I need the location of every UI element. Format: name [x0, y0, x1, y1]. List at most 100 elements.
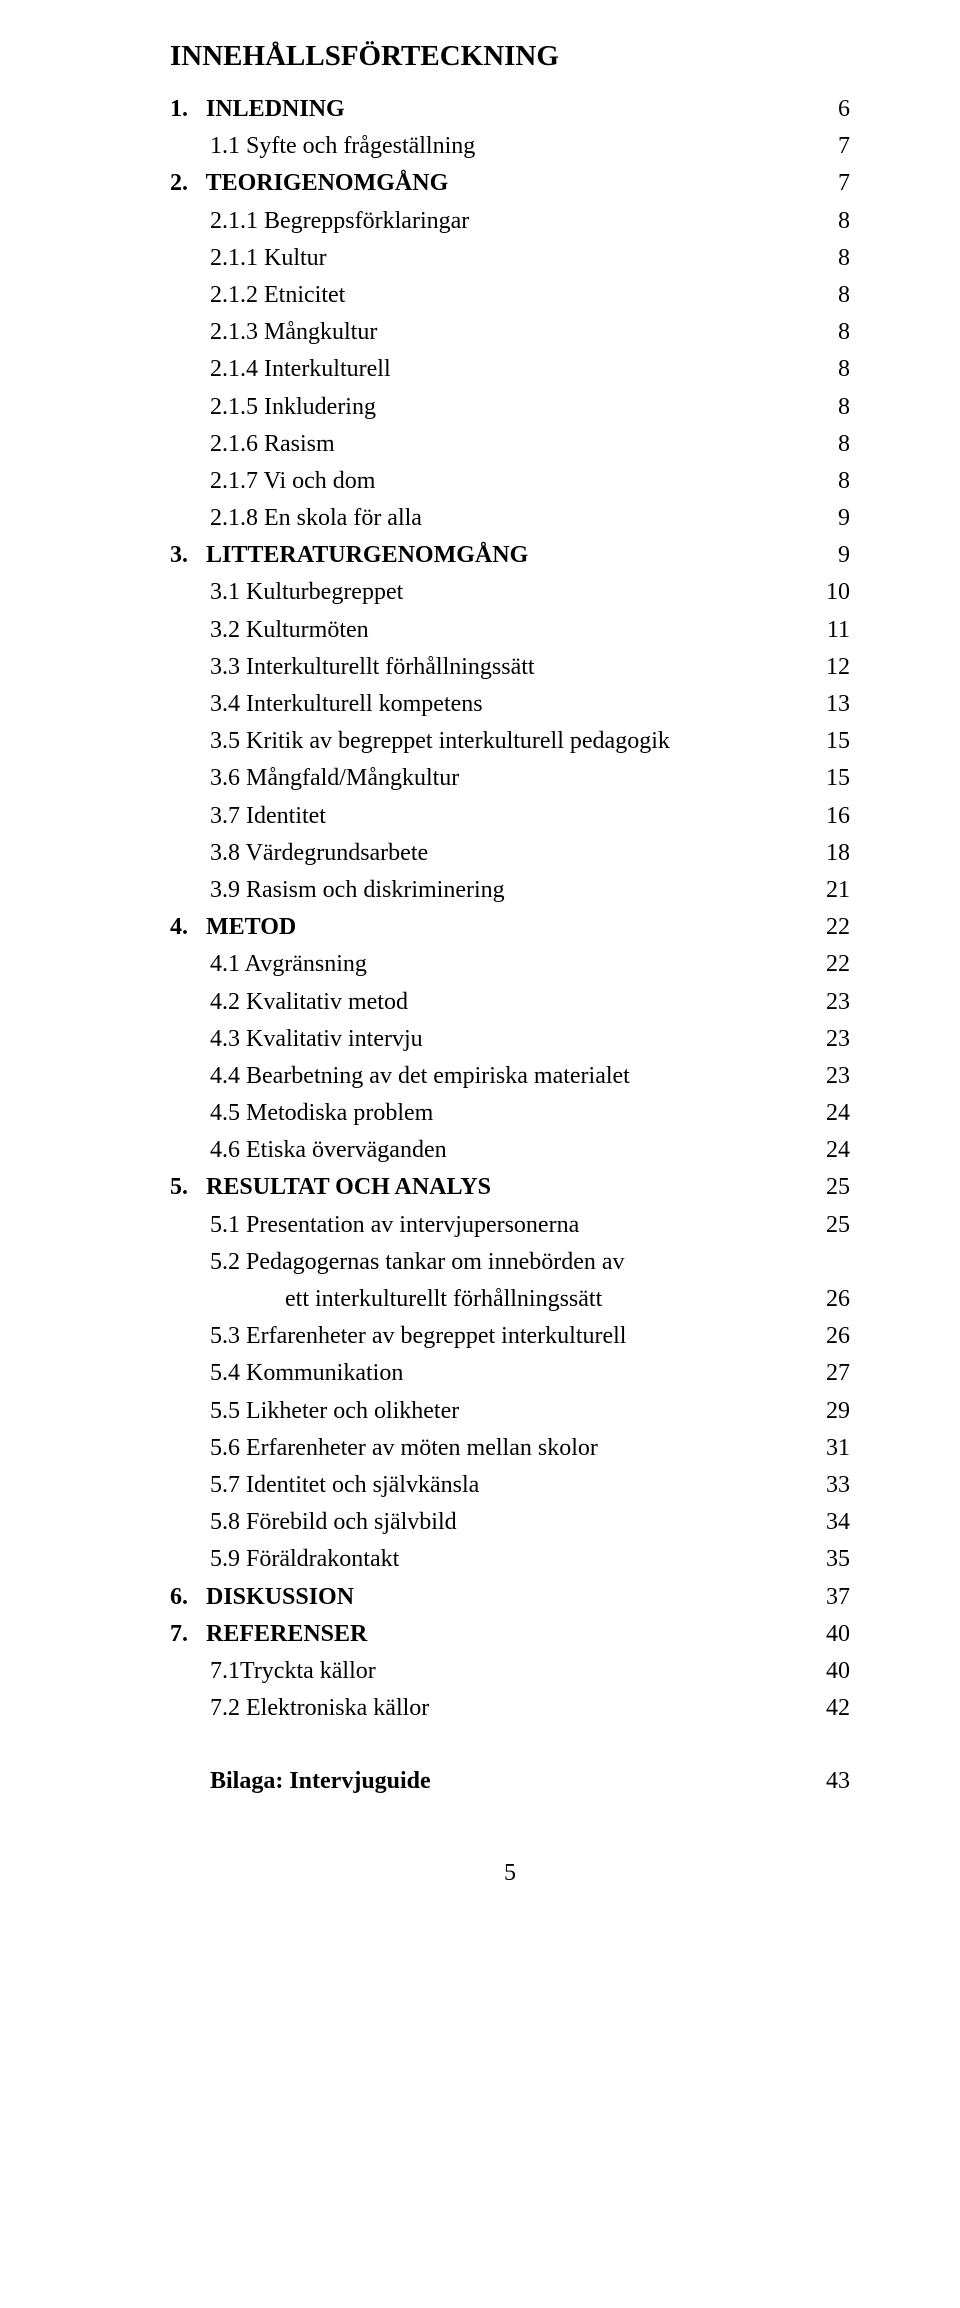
toc-entry-label: 7.1Tryckta källor [210, 1653, 376, 1690]
toc-entry-page: 26 [806, 1318, 850, 1355]
toc-entry-page: 22 [806, 909, 850, 946]
toc-entry-page: 8 [818, 351, 850, 388]
toc-entry-page: 23 [806, 984, 850, 1021]
toc-row: 4. METOD22 [170, 909, 850, 946]
toc-entry-label: 4.2 Kvalitativ metod [210, 984, 408, 1021]
toc-entry-label: 3.2 Kulturmöten [210, 612, 369, 649]
toc-entry-page: 18 [806, 835, 850, 872]
toc-entry-label: 4.6 Etiska överväganden [210, 1132, 447, 1169]
toc-entry-label: ett interkulturellt förhållningssätt [285, 1281, 602, 1318]
toc-row: ett interkulturellt förhållningssätt 26 [170, 1281, 850, 1318]
toc-row: 5.1 Presentation av intervjupersonerna25 [170, 1207, 850, 1244]
toc-entry-page: 8 [818, 277, 850, 314]
toc-entry-label: 1. INLEDNING [170, 91, 345, 128]
toc-row: 5.2 Pedagogernas tankar om innebörden av [170, 1244, 850, 1281]
toc-row: 4.5 Metodiska problem24 [170, 1095, 850, 1132]
toc-row: 2.1.6 Rasism 8 [170, 426, 850, 463]
toc-entry-label: 5.1 Presentation av intervjupersonerna [210, 1207, 579, 1244]
toc-row: 4.1 Avgränsning 22 [170, 946, 850, 983]
toc-entry-label: 5.6 Erfarenheter av möten mellan skolor [210, 1430, 598, 1467]
toc-row: 5.3 Erfarenheter av begreppet interkultu… [170, 1318, 850, 1355]
toc-entry-label: 2. TEORIGENOMGÅNG [170, 165, 448, 202]
toc-row: 2.1.7 Vi och dom 8 [170, 463, 850, 500]
toc-entry-page: 12 [806, 649, 850, 686]
toc-entry-label: 5.3 Erfarenheter av begreppet interkultu… [210, 1318, 626, 1355]
toc-row: 3.4 Interkulturell kompetens13 [170, 686, 850, 723]
toc-row: 6. DISKUSSION37 [170, 1579, 850, 1616]
toc-entry-page: 22 [806, 946, 850, 983]
toc-entry-label: 3.1 Kulturbegreppet [210, 574, 403, 611]
toc-row: 4.3 Kvalitativ intervju23 [170, 1021, 850, 1058]
toc-entry-label: 3.5 Kritik av begreppet interkulturell p… [210, 723, 670, 760]
document-page: INNEHÅLLSFÖRTECKNING 1. INLEDNING61.1 Sy… [0, 0, 960, 1927]
toc-row: 2.1.2 Etnicitet8 [170, 277, 850, 314]
toc-entry-page: 37 [806, 1579, 850, 1616]
toc-row: 1. INLEDNING6 [170, 91, 850, 128]
toc-entry-page: 27 [806, 1355, 850, 1392]
toc-entry-label: 4.3 Kvalitativ intervju [210, 1021, 423, 1058]
toc-row: 2.1.5 Inkludering 8 [170, 389, 850, 426]
toc-entry-page: 15 [806, 760, 850, 797]
toc-entry-label: 4.4 Bearbetning av det empiriska materia… [210, 1058, 630, 1095]
toc-entry-label: 3.4 Interkulturell kompetens [210, 686, 483, 723]
appendix-row: Bilaga: Intervjuguide 43 [170, 1763, 850, 1800]
toc-entry-label: 2.1.4 Interkulturell [210, 351, 391, 388]
toc-row: 3.1 Kulturbegreppet 10 [170, 574, 850, 611]
toc-entry-label: 3.7 Identitet [210, 798, 326, 835]
toc-entry-label: 2.1.1 Kultur [210, 240, 327, 277]
toc-entry-label: 3.9 Rasism och diskriminering [210, 872, 505, 909]
toc-list: 1. INLEDNING61.1 Syfte och frågeställnin… [170, 91, 850, 1727]
toc-entry-page: 26 [806, 1281, 850, 1318]
toc-row: 5.4 Kommunikation27 [170, 1355, 850, 1392]
toc-entry-label: 3.8 Värdegrundsarbete [210, 835, 428, 872]
toc-row: 5.8 Förebild och självbild 34 [170, 1504, 850, 1541]
toc-entry-label: 2.1.6 Rasism [210, 426, 335, 463]
toc-entry-label: 2.1.8 En skola för alla [210, 500, 422, 537]
toc-entry-page: 10 [806, 574, 850, 611]
toc-row: 2.1.4 Interkulturell 8 [170, 351, 850, 388]
toc-row: 1.1 Syfte och frågeställning7 [170, 128, 850, 165]
toc-entry-page: 8 [818, 463, 850, 500]
toc-row: 4.2 Kvalitativ metod 23 [170, 984, 850, 1021]
toc-row: 4.6 Etiska överväganden 24 [170, 1132, 850, 1169]
toc-entry-label: 2.1.7 Vi och dom [210, 463, 375, 500]
toc-entry-page: 9 [818, 537, 850, 574]
toc-entry-label: 5.8 Förebild och självbild [210, 1504, 457, 1541]
toc-entry-label: 2.1.5 Inkludering [210, 389, 376, 426]
toc-row: 3.7 Identitet16 [170, 798, 850, 835]
toc-entry-label: 5.2 Pedagogernas tankar om innebörden av [210, 1244, 625, 1281]
toc-row: 2.1.1 Kultur8 [170, 240, 850, 277]
toc-entry-label: 4.1 Avgränsning [210, 946, 367, 983]
toc-entry-page: 8 [818, 389, 850, 426]
toc-row: 4.4 Bearbetning av det empiriska materia… [170, 1058, 850, 1095]
toc-entry-page: 40 [806, 1653, 850, 1690]
toc-entry-page: 34 [806, 1504, 850, 1541]
toc-row: 5. RESULTAT OCH ANALYS25 [170, 1169, 850, 1206]
appendix-page: 43 [806, 1763, 850, 1800]
toc-entry-page: 9 [818, 500, 850, 537]
toc-row: 5.9 Föräldrakontakt 35 [170, 1541, 850, 1578]
toc-entry-page: 8 [818, 203, 850, 240]
toc-entry-label: 4.5 Metodiska problem [210, 1095, 433, 1132]
toc-entry-page: 35 [806, 1541, 850, 1578]
toc-entry-page: 24 [806, 1132, 850, 1169]
toc-entry-label: 5.9 Föräldrakontakt [210, 1541, 399, 1578]
toc-entry-page: 29 [806, 1393, 850, 1430]
toc-entry-label: 3. LITTERATURGENOMGÅNG [170, 537, 528, 574]
toc-entry-page: 8 [818, 426, 850, 463]
toc-entry-label: 5.7 Identitet och självkänsla [210, 1467, 479, 1504]
toc-entry-label: 7. REFERENSER [170, 1616, 367, 1653]
toc-entry-page: 40 [806, 1616, 850, 1653]
toc-row: 3.8 Värdegrundsarbete 18 [170, 835, 850, 872]
toc-entry-page: 11 [807, 612, 850, 649]
page-number-footer: 5 [170, 1860, 850, 1887]
toc-entry-page: 33 [806, 1467, 850, 1504]
toc-entry-page: 15 [806, 723, 850, 760]
toc-entry-label: 5. RESULTAT OCH ANALYS [170, 1169, 491, 1206]
toc-row: 5.6 Erfarenheter av möten mellan skolor3… [170, 1430, 850, 1467]
toc-entry-label: 7.2 Elektroniska källor [210, 1690, 429, 1727]
toc-entry-label: 5.5 Likheter och olikheter [210, 1393, 459, 1430]
toc-row: 3.2 Kulturmöten 11 [170, 612, 850, 649]
toc-entry-page: 7 [818, 165, 850, 202]
toc-entry-label: 3.6 Mångfald/Mångkultur [210, 760, 459, 797]
